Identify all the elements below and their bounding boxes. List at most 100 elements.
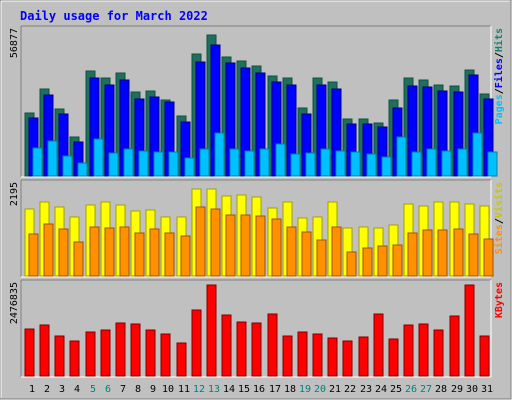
x-tick-label-day-7: 7 (120, 384, 126, 395)
bar-kbytes-day-17 (267, 313, 278, 377)
bar-pages-day-4 (77, 162, 88, 177)
x-tick-label-day-10: 10 (162, 384, 174, 395)
x-tick-label-day-26: 26 (405, 384, 417, 395)
legend-item-separator: / (494, 218, 505, 224)
bar-kbytes-day-5 (85, 331, 96, 377)
bar-kbytes-day-10 (160, 333, 171, 377)
bar-sites-day-22 (346, 251, 357, 277)
bar-sites-day-4 (73, 241, 84, 277)
bar-kbytes-day-24 (373, 313, 384, 377)
bar-sites-day-12 (195, 206, 206, 277)
x-tick-label-day-9: 9 (150, 384, 156, 395)
bar-sites-day-9 (149, 228, 160, 277)
x-tick-label-day-25: 25 (390, 384, 402, 395)
bar-sites-day-15 (240, 214, 251, 277)
x-tick-label-day-13: 13 (208, 384, 220, 395)
bar-sites-day-17 (271, 218, 282, 277)
bar-pages-day-3 (62, 155, 73, 177)
bar-pages-day-9 (153, 151, 164, 177)
bar-pages-day-18 (290, 153, 301, 177)
x-tick-label-day-23: 23 (360, 384, 372, 395)
legend-item-separator: / (494, 52, 505, 58)
bar-sites-day-11 (180, 235, 191, 277)
bar-sites-day-10 (164, 232, 175, 277)
bar-kbytes-day-8 (130, 323, 141, 377)
panel-2: 2195 Sites/Visits (9, 179, 505, 278)
bar-pages-day-23 (366, 153, 377, 177)
bar-pages-day-22 (350, 151, 361, 177)
chart-title: Daily usage for March 2022 (20, 9, 208, 23)
bar-sites-day-23 (362, 247, 373, 277)
x-tick-label-day-15: 15 (238, 384, 250, 395)
x-tick-label-day-11: 11 (178, 384, 190, 395)
bar-kbytes-day-16 (251, 322, 262, 377)
bar-sites-day-18 (286, 226, 297, 277)
legend-item-pages: Pages (494, 94, 505, 124)
bar-kbytes-day-13 (206, 284, 217, 377)
x-tick-label-day-28: 28 (435, 384, 447, 395)
bar-kbytes-day-22 (342, 340, 353, 377)
bar-pages-day-29 (457, 148, 468, 177)
bar-kbytes-day-4 (69, 340, 80, 377)
bar-sites-day-28 (437, 229, 448, 277)
bar-kbytes-day-11 (176, 342, 187, 377)
bar-sites-day-13 (210, 208, 221, 277)
x-tick-label-day-30: 30 (466, 384, 478, 395)
bar-pages-day-6 (108, 152, 119, 177)
x-tick-label-day-31: 31 (481, 384, 493, 395)
bar-pages-day-19 (305, 152, 316, 177)
x-tick-label-day-8: 8 (135, 384, 141, 395)
bar-kbytes-day-18 (282, 335, 293, 377)
bar-kbytes-day-28 (433, 329, 444, 377)
bar-pages-day-7 (123, 148, 134, 177)
bar-pages-day-13 (214, 132, 225, 177)
bar-pages-day-25 (396, 136, 407, 177)
bar-kbytes-day-23 (358, 336, 369, 377)
bar-kbytes-day-2 (39, 324, 50, 377)
bar-sites-day-19 (301, 231, 312, 277)
bar-pages-day-1 (32, 147, 43, 177)
bar-pages-day-24 (381, 156, 392, 177)
bar-kbytes-day-7 (115, 322, 126, 377)
bar-pages-day-15 (244, 150, 255, 177)
x-tick-label-day-12: 12 (193, 384, 205, 395)
bar-kbytes-day-25 (388, 338, 399, 377)
bar-kbytes-day-29 (449, 315, 460, 377)
bar-kbytes-day-9 (145, 329, 156, 377)
x-tick-label-day-2: 2 (44, 384, 50, 395)
bar-pages-day-28 (441, 150, 452, 177)
bar-pages-day-5 (93, 138, 104, 177)
bar-kbytes-day-3 (54, 335, 65, 377)
x-tick-label-day-27: 27 (420, 384, 432, 395)
x-tick-label-day-16: 16 (253, 384, 265, 395)
bar-kbytes-day-27 (418, 323, 429, 377)
x-tick-label-day-18: 18 (284, 384, 296, 395)
panel-1-ymax-label: 56877 (9, 28, 20, 58)
legend-item-files: Files (493, 58, 505, 88)
bar-pages-day-21 (335, 150, 346, 177)
series-pages (32, 132, 498, 177)
bar-pages-day-30 (472, 132, 483, 177)
bar-pages-day-11 (184, 157, 195, 177)
bar-kbytes-day-26 (403, 324, 414, 377)
bar-sites-day-14 (225, 214, 236, 277)
bar-sites-day-16 (255, 215, 266, 277)
series-sites (28, 206, 494, 277)
x-tick-label-day-1: 1 (29, 384, 35, 395)
bar-sites-day-27 (422, 229, 433, 277)
x-tick-label-day-17: 17 (269, 384, 281, 395)
x-tick-label-day-14: 14 (223, 384, 235, 395)
x-tick-label-day-21: 21 (329, 384, 341, 395)
legend-item-visits: Visits (493, 182, 505, 218)
bar-kbytes-day-12 (191, 309, 202, 377)
bar-sites-day-1 (28, 233, 39, 277)
panel-1-legend: Pages/Files/Hits (493, 28, 505, 124)
bar-kbytes-day-30 (464, 284, 475, 377)
panel-3: 2476835 KBytes (9, 279, 505, 378)
legend-item-sites: Sites (493, 224, 505, 254)
x-tick-label-day-19: 19 (299, 384, 311, 395)
x-tick-label-day-29: 29 (451, 384, 463, 395)
bar-kbytes-day-14 (221, 314, 232, 377)
